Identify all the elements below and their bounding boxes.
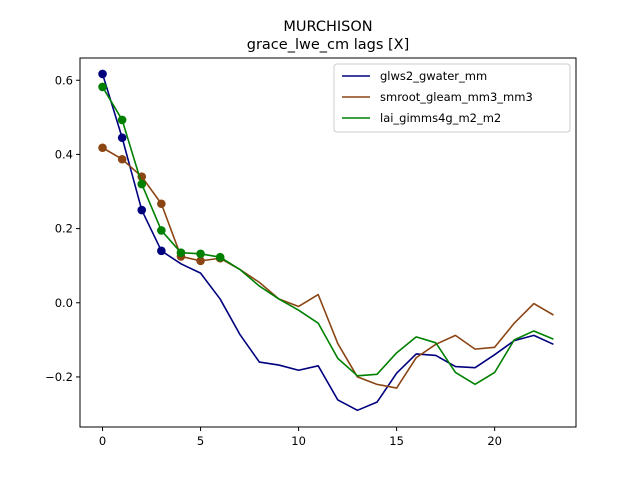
y-tick-label: −0.2 bbox=[45, 370, 73, 384]
series-line-lai_gimms4g_m2_m2 bbox=[101, 86, 554, 386]
data-point bbox=[176, 248, 186, 257]
plot-frame bbox=[79, 57, 577, 428]
x-tick-label: 10 bbox=[291, 434, 306, 448]
y-tick-label: 0.0 bbox=[55, 296, 73, 310]
data-point bbox=[137, 179, 147, 189]
data-point bbox=[117, 115, 127, 125]
series-line-glws2_gwater_mm bbox=[101, 73, 554, 412]
data-point bbox=[196, 256, 205, 266]
legend-label: glws2_gwater_mm bbox=[380, 69, 487, 83]
legend-box bbox=[333, 63, 571, 133]
legend: glws2_gwater_mm smroot_gleam_mm3_mm3 lai_g… bbox=[333, 63, 571, 133]
data-point bbox=[157, 199, 166, 209]
series-glws2_gwater_mm bbox=[98, 69, 554, 412]
x-tick-label: 5 bbox=[197, 434, 204, 448]
series-lai_gimms4g_m2_m2 bbox=[98, 82, 554, 386]
data-point bbox=[157, 226, 166, 235]
data-point bbox=[117, 154, 127, 164]
series-line-smroot_gleam_mm3_mm3 bbox=[102, 147, 554, 389]
series-smroot_gleam_mm3_mm3 bbox=[98, 143, 554, 389]
series-layer bbox=[98, 69, 554, 412]
data-point bbox=[98, 82, 107, 92]
chart-subtitle: grace_lwe_cm lags [X] bbox=[247, 37, 410, 53]
data-point bbox=[98, 69, 107, 79]
data-point bbox=[215, 252, 225, 262]
y-tick-label: 0.4 bbox=[55, 147, 73, 161]
x-tick-label: 15 bbox=[389, 434, 404, 448]
x-tick-label: 0 bbox=[99, 434, 106, 448]
data-point bbox=[157, 246, 166, 256]
axis-ticks: 0 5 10 15 20 −0.2 0.0 0.2 0.4 0.6 bbox=[45, 73, 502, 448]
data-point bbox=[117, 133, 127, 143]
legend-label: smroot_gleam_mm3_mm3 bbox=[380, 90, 533, 104]
data-point bbox=[196, 249, 205, 259]
data-point bbox=[98, 143, 107, 153]
legend-label: lai_gimms4g_m2_m2 bbox=[380, 111, 501, 125]
y-tick-label: 0.2 bbox=[55, 222, 73, 236]
x-tick-label: 20 bbox=[487, 434, 502, 448]
y-tick-label: 0.6 bbox=[55, 73, 73, 87]
chart-title: MURCHISON bbox=[283, 19, 372, 35]
data-point bbox=[137, 205, 147, 215]
